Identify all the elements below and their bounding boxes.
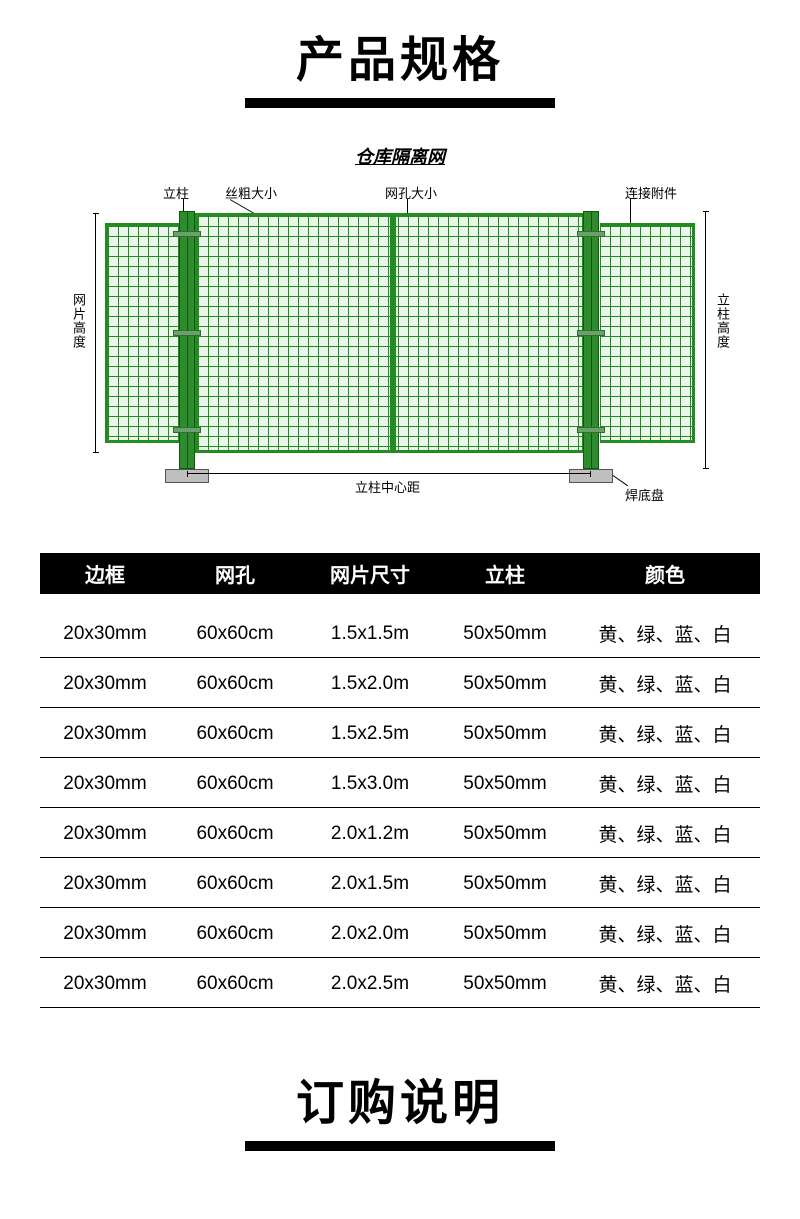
table-row: 20x30mm60x60cm1.5x1.5m50x50mm黄、绿、蓝、白 bbox=[40, 608, 760, 658]
table-cell: 黄、绿、蓝、白 bbox=[570, 820, 760, 847]
table-cell: 20x30mm bbox=[40, 873, 170, 895]
table-row: 20x30mm60x60cm1.5x2.5m50x50mm黄、绿、蓝、白 bbox=[40, 708, 760, 758]
table-header: 边框 bbox=[40, 559, 170, 588]
table-cell: 黄、绿、蓝、白 bbox=[570, 720, 760, 747]
table-cell: 60x60cm bbox=[170, 973, 300, 995]
table-cell: 50x50mm bbox=[440, 623, 570, 645]
label-panel-height: 网片高度 bbox=[69, 293, 88, 349]
table-cell: 50x50mm bbox=[440, 673, 570, 695]
clip bbox=[173, 427, 201, 433]
label-post-height: 立柱高度 bbox=[713, 293, 732, 349]
table-cell: 20x30mm bbox=[40, 623, 170, 645]
dim-panel-height bbox=[95, 213, 96, 453]
table-cell: 黄、绿、蓝、白 bbox=[570, 920, 760, 947]
table-row: 20x30mm60x60cm2.0x2.0m50x50mm黄、绿、蓝、白 bbox=[40, 908, 760, 958]
heading-underline bbox=[245, 1141, 555, 1151]
mesh-panel-right bbox=[600, 223, 695, 443]
table-row: 20x30mm60x60cm2.0x2.5m50x50mm黄、绿、蓝、白 bbox=[40, 958, 760, 1008]
table-cell: 2.0x1.2m bbox=[300, 823, 440, 845]
table-cell: 60x60cm bbox=[170, 823, 300, 845]
diagram-title: 仓库隔离网 bbox=[65, 143, 735, 169]
label-connector: 连接附件 bbox=[625, 183, 677, 202]
heading-underline bbox=[245, 98, 555, 108]
table-cell: 1.5x2.5m bbox=[300, 723, 440, 745]
table-cell: 50x50mm bbox=[440, 923, 570, 945]
base-right bbox=[569, 469, 613, 483]
spec-table: 边框 网孔 网片尺寸 立柱 颜色 20x30mm60x60cm1.5x1.5m5… bbox=[40, 553, 760, 1008]
table-header: 网片尺寸 bbox=[300, 559, 440, 588]
fence-diagram: 立柱 丝粗大小 网孔大小 连接附件 网片高度 立柱高度 bbox=[65, 173, 735, 513]
table-cell: 2.0x1.5m bbox=[300, 873, 440, 895]
label-base: 焊底盘 bbox=[625, 485, 664, 504]
table-cell: 60x60cm bbox=[170, 923, 300, 945]
table-cell: 黄、绿、蓝、白 bbox=[570, 770, 760, 797]
table-cell: 20x30mm bbox=[40, 823, 170, 845]
table-header-row: 边框 网孔 网片尺寸 立柱 颜色 bbox=[40, 553, 760, 594]
table-cell: 60x60cm bbox=[170, 723, 300, 745]
label-center-dist: 立柱中心距 bbox=[355, 477, 420, 496]
table-cell: 1.5x1.5m bbox=[300, 623, 440, 645]
leader-mesh bbox=[407, 199, 408, 213]
table-row: 20x30mm60x60cm2.0x1.5m50x50mm黄、绿、蓝、白 bbox=[40, 858, 760, 908]
table-row: 20x30mm60x60cm1.5x3.0m50x50mm黄、绿、蓝、白 bbox=[40, 758, 760, 808]
table-cell: 黄、绿、蓝、白 bbox=[570, 870, 760, 897]
table-cell: 黄、绿、蓝、白 bbox=[570, 620, 760, 647]
table-cell: 黄、绿、蓝、白 bbox=[570, 670, 760, 697]
table-cell: 50x50mm bbox=[440, 773, 570, 795]
mesh-panel-left bbox=[105, 223, 180, 443]
table-cell: 20x30mm bbox=[40, 773, 170, 795]
clip bbox=[577, 231, 605, 237]
table-header: 网孔 bbox=[170, 559, 300, 588]
table-row: 20x30mm60x60cm1.5x2.0m50x50mm黄、绿、蓝、白 bbox=[40, 658, 760, 708]
table-cell: 60x60cm bbox=[170, 773, 300, 795]
order-heading: 订购说明 bbox=[296, 1063, 504, 1133]
table-cell: 50x50mm bbox=[440, 823, 570, 845]
table-body: 20x30mm60x60cm1.5x1.5m50x50mm黄、绿、蓝、白20x3… bbox=[40, 608, 760, 1008]
clip bbox=[173, 231, 201, 237]
mesh-mid-divider bbox=[390, 213, 396, 453]
table-cell: 1.5x2.0m bbox=[300, 673, 440, 695]
section-title-order: 订购说明 bbox=[0, 1063, 800, 1151]
label-post: 立柱 bbox=[163, 183, 189, 202]
label-mesh: 网孔大小 bbox=[385, 183, 437, 202]
table-cell: 60x60cm bbox=[170, 673, 300, 695]
table-cell: 2.0x2.0m bbox=[300, 923, 440, 945]
table-cell: 60x60cm bbox=[170, 873, 300, 895]
spec-heading: 产品规格 bbox=[296, 20, 504, 90]
dim-post-height bbox=[705, 211, 706, 469]
diagram-container: 仓库隔离网 立柱 丝粗大小 网孔大小 连接附件 网片高度 立柱高度 bbox=[65, 143, 735, 513]
label-wire: 丝粗大小 bbox=[225, 183, 277, 202]
table-cell: 20x30mm bbox=[40, 673, 170, 695]
leader-base bbox=[613, 475, 628, 486]
clip bbox=[173, 330, 201, 336]
section-title-spec: 产品规格 bbox=[0, 20, 800, 108]
table-cell: 黄、绿、蓝、白 bbox=[570, 970, 760, 997]
clip bbox=[577, 330, 605, 336]
table-header: 颜色 bbox=[570, 559, 760, 588]
table-cell: 1.5x3.0m bbox=[300, 773, 440, 795]
clip bbox=[577, 427, 605, 433]
table-header: 立柱 bbox=[440, 559, 570, 588]
table-cell: 20x30mm bbox=[40, 973, 170, 995]
fence-body bbox=[105, 213, 695, 453]
table-cell: 50x50mm bbox=[440, 873, 570, 895]
table-cell: 20x30mm bbox=[40, 723, 170, 745]
table-cell: 50x50mm bbox=[440, 973, 570, 995]
table-cell: 60x60cm bbox=[170, 623, 300, 645]
table-cell: 2.0x2.5m bbox=[300, 973, 440, 995]
table-cell: 20x30mm bbox=[40, 923, 170, 945]
dim-center-dist bbox=[187, 473, 591, 474]
table-row: 20x30mm60x60cm2.0x1.2m50x50mm黄、绿、蓝、白 bbox=[40, 808, 760, 858]
table-cell: 50x50mm bbox=[440, 723, 570, 745]
